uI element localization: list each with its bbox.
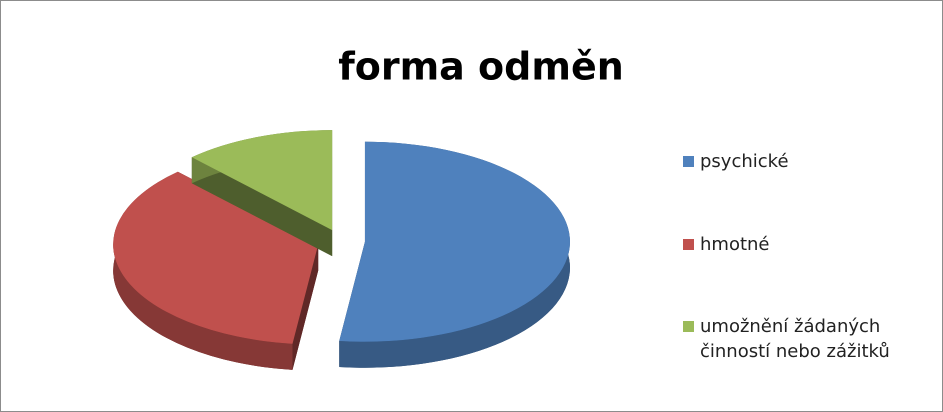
pie-slice xyxy=(339,141,570,368)
slice-top xyxy=(191,130,333,231)
legend-swatch xyxy=(683,321,694,332)
legend-item: psychické xyxy=(683,149,933,174)
slice-side xyxy=(339,141,570,368)
legend-label: hmotné xyxy=(700,234,770,255)
pie-slice xyxy=(113,171,319,370)
slice-edge xyxy=(191,157,333,257)
slice-side xyxy=(113,171,293,370)
legend-swatch xyxy=(683,239,694,250)
chart-title: forma odměn xyxy=(338,45,624,89)
legend-item: umožnění žádaných činností nebo zážitků xyxy=(683,314,933,364)
legend-item: hmotné xyxy=(683,232,933,257)
slice-top xyxy=(339,141,570,342)
legend-swatch xyxy=(683,156,694,167)
slice-edge xyxy=(292,244,319,370)
legend-label: psychické xyxy=(700,151,789,172)
pie-slice xyxy=(191,130,333,257)
slice-top xyxy=(113,171,319,344)
legend-label: umožnění žádaných činností nebo zážitků xyxy=(700,316,890,362)
